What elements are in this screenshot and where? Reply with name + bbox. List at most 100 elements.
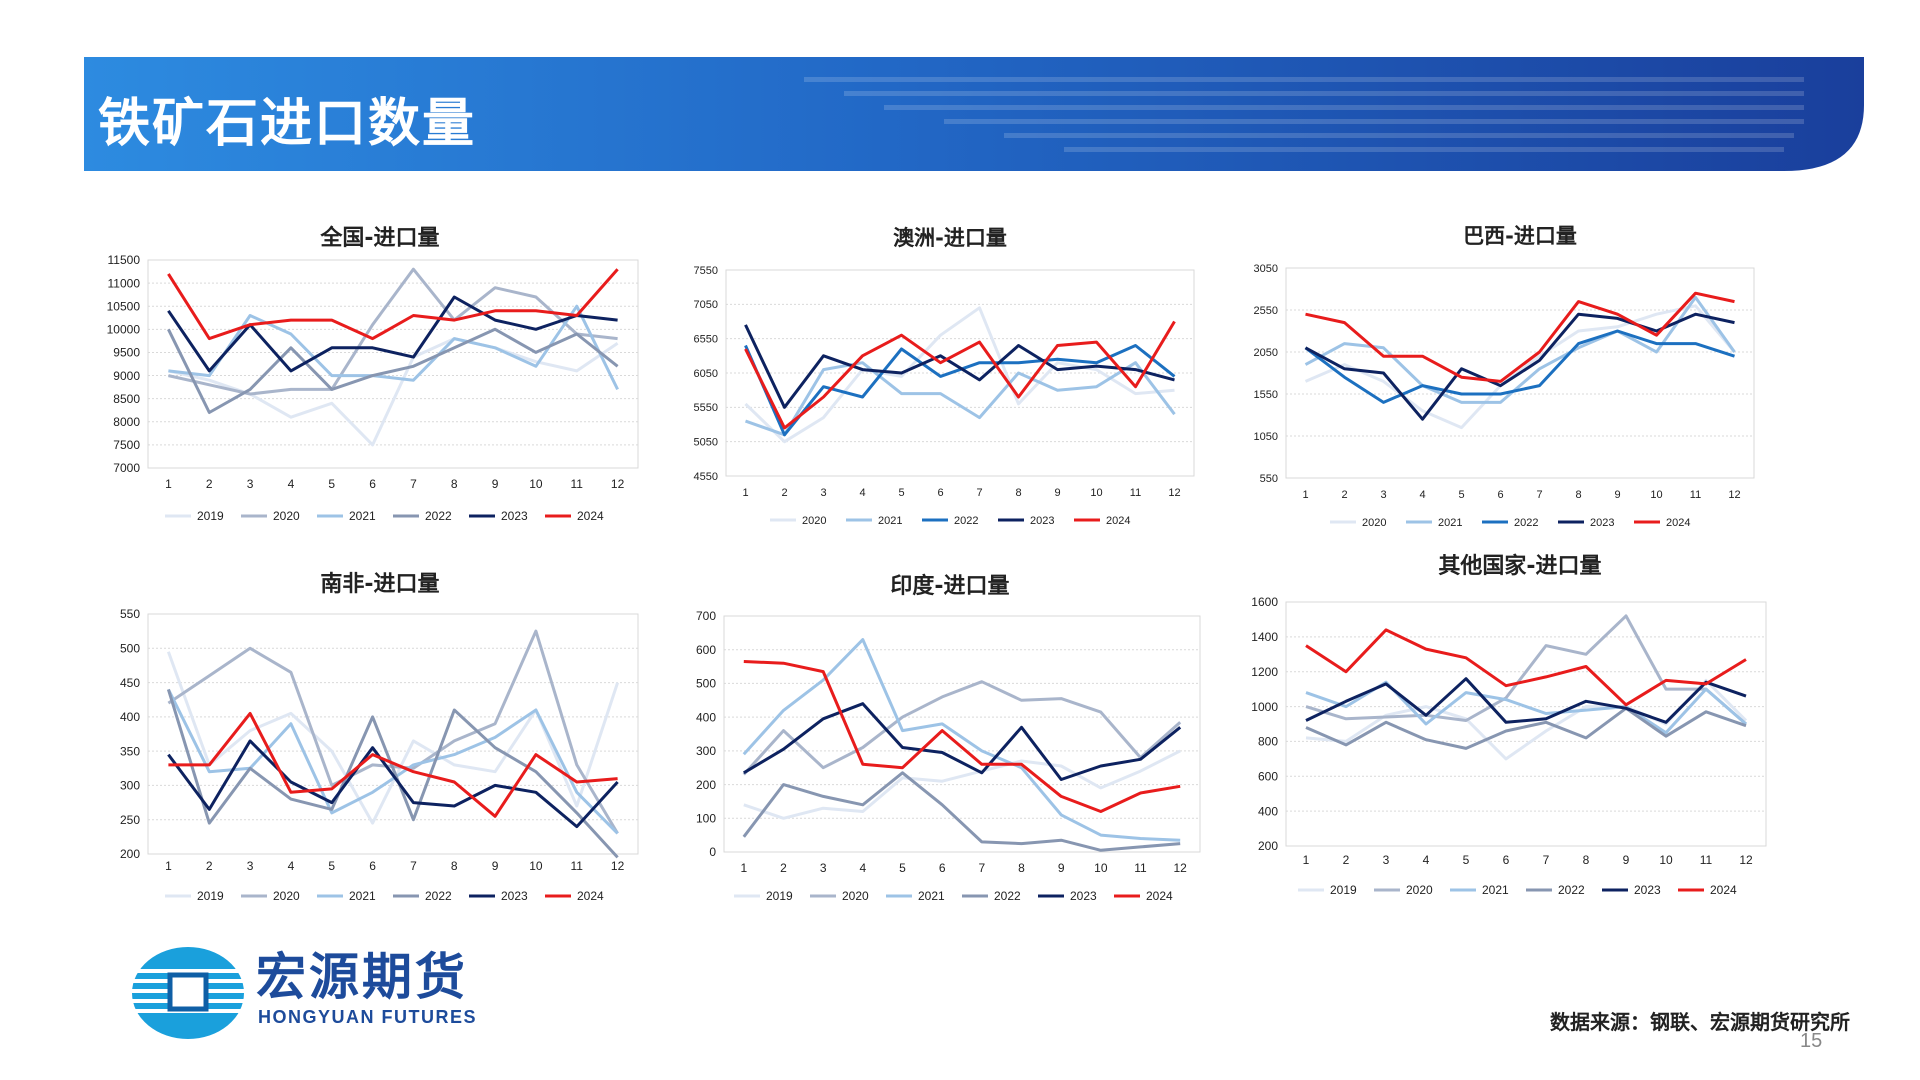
x-tick-label: 3 <box>820 487 826 499</box>
y-tick-label: 350 <box>120 744 140 758</box>
legend-label: 2021 <box>1482 883 1509 897</box>
x-tick-label: 8 <box>1018 861 1025 875</box>
x-tick-label: 12 <box>1728 489 1740 501</box>
x-tick-label: 3 <box>1383 853 1390 867</box>
x-tick-label: 7 <box>410 477 417 491</box>
x-tick-label: 5 <box>1458 489 1464 501</box>
company-logo: 宏源期货 HONGYUAN FUTURES <box>130 945 550 1045</box>
legend-label: 2023 <box>1590 517 1614 529</box>
logo-english-text: HONGYUAN FUTURES <box>258 1007 478 1027</box>
x-tick-label: 6 <box>1497 489 1503 501</box>
x-tick-label: 1 <box>1303 853 1310 867</box>
legend-item-2019: 2019 <box>165 509 224 523</box>
chart-australia-imports: 澳洲-进口量 4550 5050 5550 6050 6550 7050 7550 1 2 3 4 5… <box>680 222 1220 544</box>
legend-item-2022: 2022 <box>962 889 1021 903</box>
x-tick-label: 10 <box>1650 489 1662 501</box>
x-tick-label: 11 <box>571 859 584 873</box>
x-tick-label: 12 <box>611 859 625 873</box>
legend-label: 2022 <box>425 509 452 523</box>
chart-national-imports: 全国-进口量 7000 7500 8000 8500 9000 9500 10000 1050… <box>100 220 660 540</box>
legend-item-2020: 2020 <box>241 509 300 523</box>
plot-area <box>1285 601 1767 847</box>
legend-label: 2020 <box>1406 883 1433 897</box>
x-tick-label: 4 <box>1419 489 1425 501</box>
legend-item-2019: 2019 <box>1298 883 1357 897</box>
legend-item-2019: 2019 <box>165 889 224 903</box>
legend-label: 2023 <box>501 889 528 903</box>
legend-label: 2019 <box>197 889 224 903</box>
legend-label: 2024 <box>577 889 604 903</box>
legend-item-2021: 2021 <box>317 509 376 523</box>
series-line-2021 <box>168 304 619 391</box>
y-tick-label: 400 <box>1258 804 1278 818</box>
x-tick-label: 6 <box>939 861 946 875</box>
x-tick-label: 11 <box>1690 489 1701 501</box>
legend-label: 2023 <box>1070 889 1097 903</box>
y-tick-label: 2550 <box>1254 305 1278 317</box>
y-tick-label: 300 <box>696 744 716 758</box>
chart-brazil-imports: 巴西-进口量 550 1050 1550 2050 2550 3050 1 2 3 4 5 6 7 8 9 1… <box>1240 220 1800 542</box>
x-tick-label: 1 <box>1302 489 1308 501</box>
y-tick-label: 4550 <box>694 471 718 483</box>
x-tick-label: 10 <box>1090 487 1102 499</box>
y-tick-label: 5550 <box>694 402 718 414</box>
chart-title: 印度-进口量 <box>890 574 1010 599</box>
x-tick-label: 5 <box>1463 853 1470 867</box>
legend-item-2024: 2024 <box>1678 883 1737 897</box>
x-tick-label: 6 <box>1503 853 1510 867</box>
chart-title: 澳洲-进口量 <box>893 226 1007 250</box>
y-tick-label: 7550 <box>694 265 718 277</box>
x-tick-label: 12 <box>1739 853 1753 867</box>
x-tick-label: 10 <box>529 859 543 873</box>
x-tick-label: 7 <box>976 487 982 499</box>
x-tick-label: 2 <box>1341 489 1347 501</box>
legend-item-2023: 2023 <box>1558 517 1614 529</box>
legend-label: 2021 <box>349 889 376 903</box>
y-tick-label: 250 <box>120 813 140 827</box>
x-tick-label: 1 <box>740 861 747 875</box>
legend-item-2024: 2024 <box>545 509 604 523</box>
series-line-2020 <box>742 680 1182 776</box>
y-tick-label: 2050 <box>1254 347 1278 359</box>
legend-item-2024: 2024 <box>545 889 604 903</box>
series-line-2019 <box>743 749 1181 820</box>
series-line-2023 <box>167 739 619 829</box>
y-tick-label: 400 <box>120 710 140 724</box>
legend-label: 2022 <box>954 515 978 527</box>
legend-label: 2021 <box>1438 517 1462 529</box>
series-line-2024 <box>1305 291 1735 383</box>
series-line-2021 <box>167 688 619 835</box>
series-line-2020 <box>1305 614 1747 726</box>
x-tick-label: 2 <box>781 487 787 499</box>
series-line-2022 <box>742 771 1181 852</box>
x-tick-label: 3 <box>820 861 827 875</box>
legend-label: 2020 <box>273 889 300 903</box>
legend-item-2021: 2021 <box>1406 517 1462 529</box>
legend-item-2021: 2021 <box>846 515 902 527</box>
x-tick-label: 4 <box>859 861 866 875</box>
y-tick-label: 6050 <box>694 368 718 380</box>
legend-item-2020: 2020 <box>1330 517 1386 529</box>
source-note: 数据来源：钢联、宏源期货研究所 <box>1550 1010 1850 1034</box>
plot-area <box>147 259 639 469</box>
x-tick-label: 1 <box>165 477 172 491</box>
x-tick-label: 6 <box>937 487 943 499</box>
legend-label: 2023 <box>501 509 528 523</box>
y-tick-label: 8000 <box>113 415 140 429</box>
series-line-2022 <box>167 327 619 414</box>
page-title: 铁矿石进口数量 <box>98 94 477 154</box>
series-line-2023 <box>1305 677 1747 724</box>
legend-item-2021: 2021 <box>1450 883 1509 897</box>
y-tick-label: 6550 <box>694 334 718 346</box>
legend-item-2023: 2023 <box>1602 883 1661 897</box>
x-tick-label: 8 <box>1015 487 1021 499</box>
y-tick-label: 10500 <box>107 299 141 313</box>
x-tick-label: 3 <box>247 477 254 491</box>
y-tick-label: 7050 <box>694 299 718 311</box>
x-tick-label: 10 <box>1094 861 1108 875</box>
x-tick-label: 12 <box>1173 861 1187 875</box>
series-line-2024 <box>743 660 1181 813</box>
y-tick-label: 7000 <box>113 461 140 475</box>
